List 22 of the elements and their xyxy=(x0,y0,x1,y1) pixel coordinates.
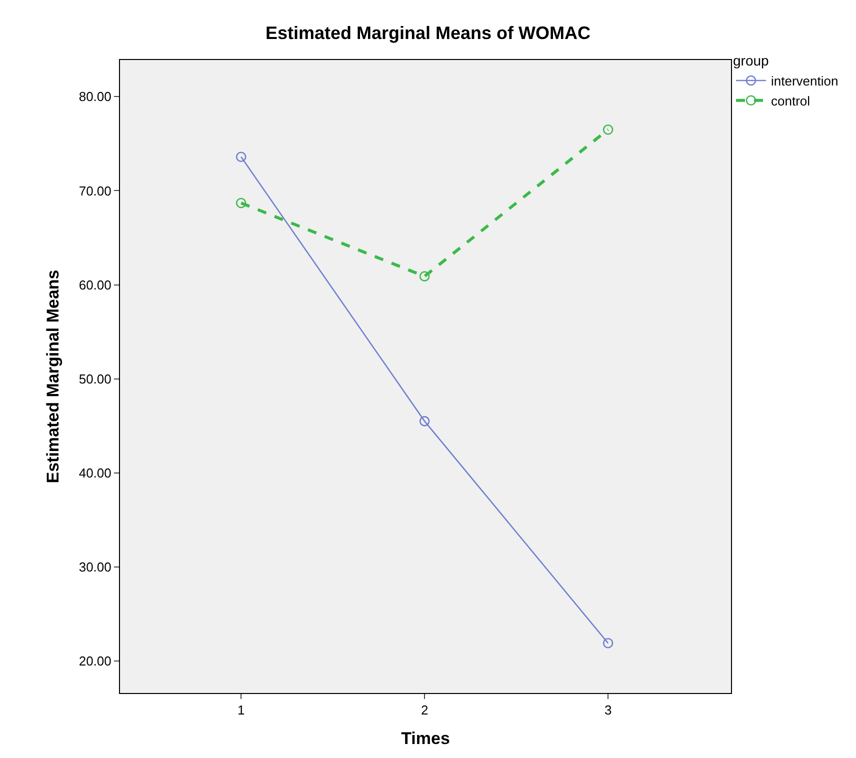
chart-title: Estimated Marginal Means of WOMAC xyxy=(265,23,591,44)
point xyxy=(602,124,614,135)
y-tick-label: 80.00 xyxy=(78,89,112,104)
x-axis-title: Times xyxy=(401,729,450,748)
y-tick-label: 40.00 xyxy=(78,465,112,480)
point xyxy=(236,198,246,208)
point xyxy=(419,271,430,282)
y-tick-label: 60.00 xyxy=(78,277,112,292)
y-tick-label: 20.00 xyxy=(78,654,112,669)
point xyxy=(236,152,246,162)
point xyxy=(419,416,430,426)
legend-label: control xyxy=(771,93,810,108)
point xyxy=(602,638,614,648)
y-tick-label: 70.00 xyxy=(78,183,112,198)
x-tick-label: 3 xyxy=(604,702,612,718)
legend-label: intervention xyxy=(771,74,838,89)
y-axis-title: Estimated Marginal Means xyxy=(43,270,62,484)
y-tick-label: 30.00 xyxy=(78,560,112,575)
x-tick-label: 1 xyxy=(237,702,245,718)
y-tick-label: 50.00 xyxy=(78,371,112,386)
x-tick-label: 2 xyxy=(420,702,428,718)
legend-title: group xyxy=(733,52,770,69)
